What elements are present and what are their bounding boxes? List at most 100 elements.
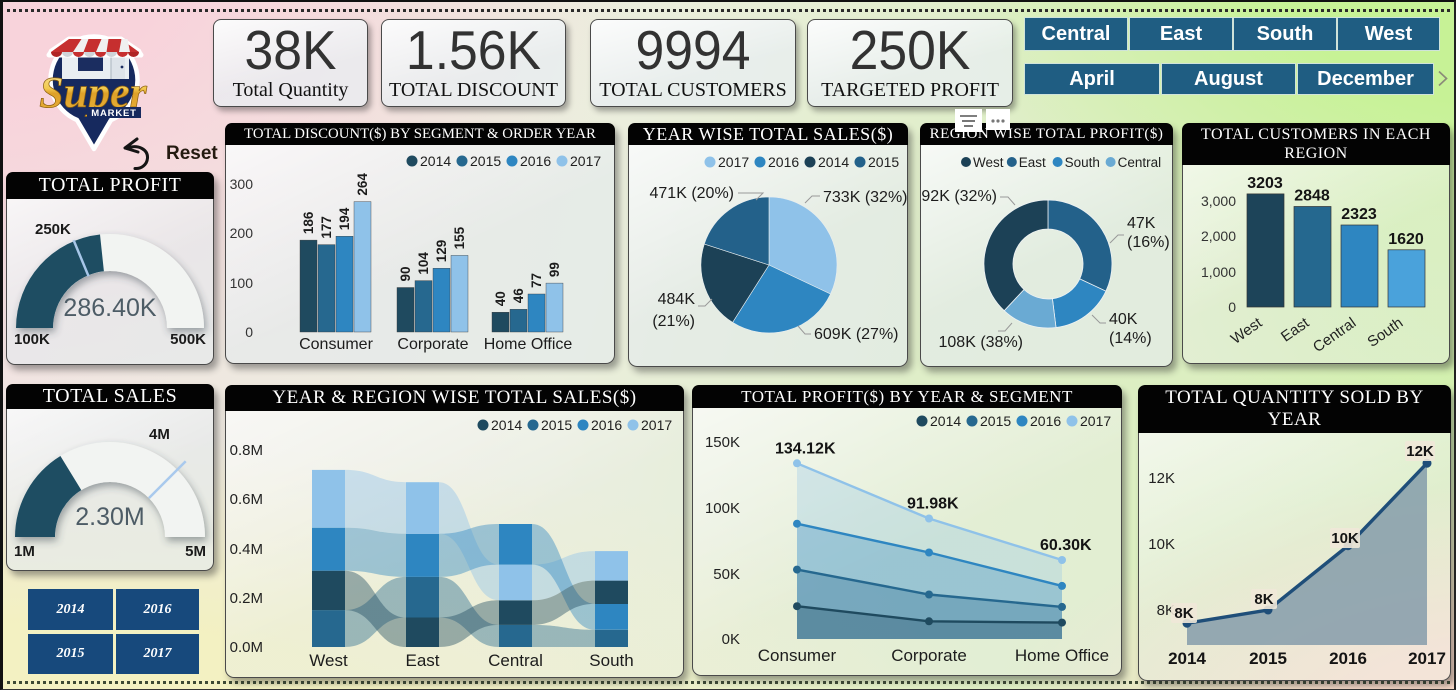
svg-text:East: East bbox=[405, 651, 439, 670]
svg-text:2016: 2016 bbox=[768, 154, 799, 170]
svg-text:2016: 2016 bbox=[591, 417, 622, 433]
svg-text:Corporate: Corporate bbox=[891, 646, 967, 665]
svg-text:200: 200 bbox=[230, 225, 254, 241]
svg-text:0: 0 bbox=[245, 324, 253, 340]
svg-text:0.6M: 0.6M bbox=[230, 491, 263, 508]
svg-text:12K: 12K bbox=[1406, 443, 1434, 460]
svg-text:Home Office: Home Office bbox=[1015, 646, 1109, 665]
svg-text:2014: 2014 bbox=[491, 417, 522, 433]
svg-text:4M: 4M bbox=[149, 426, 170, 443]
svg-text:Central: Central bbox=[1118, 155, 1162, 170]
svg-text:8K: 8K bbox=[1254, 591, 1273, 608]
svg-text:West: West bbox=[309, 651, 348, 670]
svg-text:2015: 2015 bbox=[470, 153, 501, 169]
svg-text:Central: Central bbox=[1310, 314, 1359, 356]
svg-text:194: 194 bbox=[337, 207, 352, 230]
svg-text:10K: 10K bbox=[1148, 536, 1175, 553]
svg-text:5M: 5M bbox=[185, 543, 206, 560]
svg-text:733K (32%): 733K (32%) bbox=[823, 189, 908, 206]
svg-text:East: East bbox=[1278, 314, 1313, 346]
svg-text:South: South bbox=[1364, 314, 1406, 350]
svg-text:South: South bbox=[1065, 155, 1100, 170]
svg-text:91.98K: 91.98K bbox=[907, 496, 959, 513]
svg-text:2016: 2016 bbox=[1329, 649, 1367, 668]
svg-text:(21%): (21%) bbox=[652, 313, 695, 330]
svg-text:50K: 50K bbox=[713, 566, 740, 583]
svg-text:1,000: 1,000 bbox=[1201, 264, 1236, 280]
svg-text:South: South bbox=[589, 651, 633, 670]
svg-text:3203: 3203 bbox=[1247, 175, 1283, 192]
svg-text:Central: Central bbox=[488, 651, 543, 670]
svg-text:40K: 40K bbox=[1109, 311, 1138, 328]
svg-text:2015: 2015 bbox=[541, 417, 572, 433]
svg-text:8K: 8K bbox=[1157, 602, 1175, 619]
svg-text:104: 104 bbox=[416, 252, 431, 275]
svg-text:134.12K: 134.12K bbox=[775, 440, 836, 457]
svg-text:108K (38%): 108K (38%) bbox=[939, 334, 1024, 351]
svg-text:West: West bbox=[973, 155, 1004, 170]
svg-text:0.4M: 0.4M bbox=[230, 541, 263, 558]
svg-text:99: 99 bbox=[547, 262, 562, 277]
svg-text:100K: 100K bbox=[705, 500, 740, 517]
svg-text:500K: 500K bbox=[170, 331, 206, 348]
svg-text:12K: 12K bbox=[1148, 470, 1175, 487]
svg-text:2017: 2017 bbox=[641, 417, 672, 433]
svg-text:47K: 47K bbox=[1127, 215, 1156, 232]
svg-text:300: 300 bbox=[230, 176, 254, 192]
svg-text:Corporate: Corporate bbox=[397, 336, 468, 353]
svg-text:2323: 2323 bbox=[1341, 206, 1377, 223]
svg-text:471K (20%): 471K (20%) bbox=[650, 185, 735, 202]
svg-text:286.40K: 286.40K bbox=[63, 294, 156, 322]
svg-text:2014: 2014 bbox=[420, 153, 451, 169]
svg-text:2015: 2015 bbox=[980, 413, 1011, 429]
svg-text:2017: 2017 bbox=[718, 154, 749, 170]
svg-text:100K: 100K bbox=[14, 331, 50, 348]
svg-text:2015: 2015 bbox=[868, 154, 899, 170]
svg-text:West: West bbox=[1228, 314, 1266, 348]
svg-text:2,000: 2,000 bbox=[1201, 228, 1236, 244]
svg-text:186: 186 bbox=[301, 211, 316, 234]
svg-text:East: East bbox=[1019, 155, 1046, 170]
svg-text:46: 46 bbox=[511, 288, 526, 304]
svg-text:100: 100 bbox=[230, 275, 254, 291]
svg-text:0.2M: 0.2M bbox=[230, 590, 263, 607]
svg-text:2017: 2017 bbox=[1408, 649, 1446, 668]
svg-text:129: 129 bbox=[434, 240, 449, 263]
svg-text:484K: 484K bbox=[658, 291, 696, 308]
svg-text:264: 264 bbox=[355, 173, 370, 196]
svg-text:2017: 2017 bbox=[570, 153, 601, 169]
svg-text:0.0M: 0.0M bbox=[230, 639, 263, 656]
svg-text:77: 77 bbox=[529, 273, 544, 288]
svg-text:150K: 150K bbox=[705, 434, 740, 451]
svg-text:Consumer: Consumer bbox=[758, 646, 837, 665]
svg-text:0.8M: 0.8M bbox=[230, 442, 263, 459]
svg-text:8K: 8K bbox=[1174, 605, 1193, 622]
svg-text:60.30K: 60.30K bbox=[1040, 537, 1092, 554]
svg-text:MARKET: MARKET bbox=[91, 108, 136, 119]
svg-text:155: 155 bbox=[452, 226, 467, 249]
svg-text:250K: 250K bbox=[35, 221, 71, 238]
svg-text:0: 0 bbox=[1228, 299, 1236, 315]
svg-text:0K: 0K bbox=[722, 631, 740, 648]
svg-text:609K (27%): 609K (27%) bbox=[814, 326, 899, 343]
svg-text:3,000: 3,000 bbox=[1201, 193, 1236, 209]
svg-text:92K (32%): 92K (32%) bbox=[921, 188, 997, 205]
svg-text:Consumer: Consumer bbox=[299, 336, 373, 353]
svg-text:1620: 1620 bbox=[1388, 231, 1424, 248]
svg-text:10K: 10K bbox=[1331, 530, 1359, 547]
svg-text:2014: 2014 bbox=[818, 154, 849, 170]
svg-text:2014: 2014 bbox=[1168, 649, 1206, 668]
svg-text:1M: 1M bbox=[14, 543, 35, 560]
svg-text:2016: 2016 bbox=[520, 153, 551, 169]
svg-text:2.30M: 2.30M bbox=[75, 503, 144, 531]
svg-text:90: 90 bbox=[398, 266, 413, 281]
svg-text:40: 40 bbox=[493, 291, 508, 306]
svg-text:2848: 2848 bbox=[1294, 188, 1330, 205]
svg-text:2016: 2016 bbox=[1030, 413, 1061, 429]
svg-text:177: 177 bbox=[319, 216, 334, 239]
svg-text:Home Office: Home Office bbox=[484, 336, 573, 353]
svg-text:(16%): (16%) bbox=[1127, 234, 1170, 251]
svg-text:2015: 2015 bbox=[1249, 649, 1287, 668]
svg-text:2017: 2017 bbox=[1080, 413, 1111, 429]
svg-text:2014: 2014 bbox=[930, 413, 961, 429]
